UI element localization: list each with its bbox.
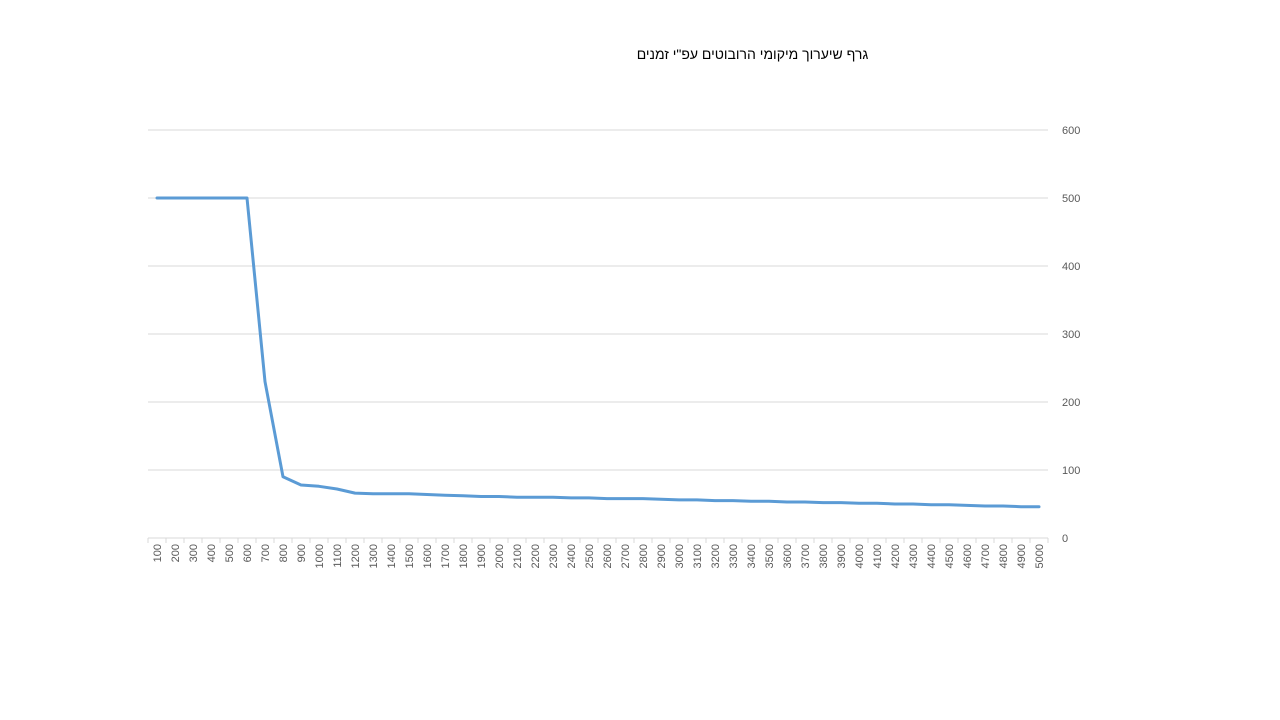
x-tick-label: 3800: [818, 544, 830, 568]
x-tick-label: 4300: [908, 544, 920, 568]
y-tick-label: 100: [1062, 465, 1080, 477]
x-tick-label: 300: [188, 544, 200, 562]
x-tick-label: 700: [260, 544, 272, 562]
y-tick-label: 0: [1062, 533, 1068, 545]
x-tick-label: 1900: [476, 544, 488, 568]
x-tick-label: 4200: [890, 544, 902, 568]
x-tick-label: 2100: [512, 544, 524, 568]
x-tick-label: 2600: [602, 544, 614, 568]
x-tick-label: 4600: [962, 544, 974, 568]
x-tick-label: 3900: [836, 544, 848, 568]
x-tick-label: 600: [242, 544, 254, 562]
x-tick-label: 1500: [404, 544, 416, 568]
x-tick-label: 1600: [422, 544, 434, 568]
x-tick-label: 2000: [494, 544, 506, 568]
y-tick-label: 500: [1062, 193, 1080, 205]
x-tick-label: 800: [278, 544, 290, 562]
x-tick-label: 200: [170, 544, 182, 562]
x-tick-label: 3200: [710, 544, 722, 568]
series-line: [155, 196, 1041, 509]
x-tick-label: 4900: [1016, 544, 1028, 568]
x-tick-label: 2200: [530, 544, 542, 568]
x-tick-label: 4500: [944, 544, 956, 568]
x-tick-label: 3000: [674, 544, 686, 568]
y-tick-label: 600: [1062, 125, 1080, 137]
x-tick-label: 100: [152, 544, 164, 562]
x-tick-label: 1000: [314, 544, 326, 568]
x-tick-label: 4000: [854, 544, 866, 568]
x-tick-label: 1800: [458, 544, 470, 568]
x-tick-label: 2300: [548, 544, 560, 568]
y-tick-label: 200: [1062, 397, 1080, 409]
x-tick-label: 2400: [566, 544, 578, 568]
x-tick-label: 400: [206, 544, 218, 562]
x-tick-label: 4700: [980, 544, 992, 568]
x-tick-label: 2500: [584, 544, 596, 568]
x-tick-label: 1700: [440, 544, 452, 568]
x-tick-label: 4400: [926, 544, 938, 568]
x-tick-label: 2900: [656, 544, 668, 568]
x-tick-label: 3700: [800, 544, 812, 568]
x-tick-label: 1100: [332, 544, 344, 568]
x-tick-label: 3600: [782, 544, 794, 568]
x-tick-label: 1300: [368, 544, 380, 568]
y-tick-label: 300: [1062, 329, 1080, 341]
x-tick-label: 500: [224, 544, 236, 562]
x-tick-label: 2700: [620, 544, 632, 568]
x-tick-label: 3500: [764, 544, 776, 568]
x-tick-label: 900: [296, 544, 308, 562]
x-tick-label: 1200: [350, 544, 362, 568]
y-tick-label: 400: [1062, 261, 1080, 273]
x-tick-label: 3300: [728, 544, 740, 568]
chart-title: גרף שיערוך מיקומי הרובוטים עפ"י זמנים: [636, 46, 869, 62]
x-tick-label: 3400: [746, 544, 758, 568]
x-tick-label: 4800: [998, 544, 1010, 568]
x-tick-label: 5000: [1034, 544, 1046, 568]
x-tick-label: 1400: [386, 544, 398, 568]
x-tick-label: 4100: [872, 544, 884, 568]
x-tick-label: 3100: [692, 544, 704, 568]
x-tick-label: 2800: [638, 544, 650, 568]
